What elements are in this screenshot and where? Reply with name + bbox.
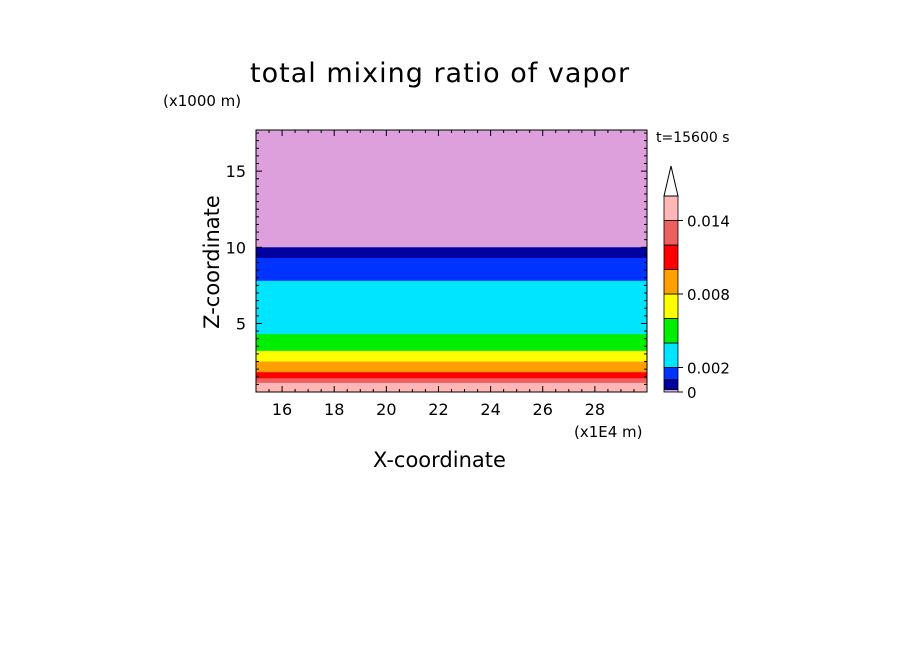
x-tick-label: 20 xyxy=(376,400,396,419)
colorbar-tick-label: 0 xyxy=(687,384,697,402)
x-tick-label: 26 xyxy=(533,400,553,419)
chart-title: total mixing ratio of vapor xyxy=(250,58,631,89)
y-unit-label: (x1000 m) xyxy=(163,92,242,110)
colorbar-segment xyxy=(663,342,679,368)
y-tick-label: 15 xyxy=(226,162,246,181)
colorbar-segment xyxy=(663,367,679,381)
colorbar-segment xyxy=(663,195,679,221)
colorbar-segment xyxy=(663,379,679,390)
colorbar-tick-label: 0.002 xyxy=(687,360,730,378)
colorbar-segment xyxy=(663,293,679,319)
x-tick-label: 24 xyxy=(480,400,500,419)
x-tick-label: 28 xyxy=(585,400,605,419)
x-unit-label: (x1E4 m) xyxy=(574,423,643,441)
y-tick-label: 5 xyxy=(236,314,246,333)
time-label: t=15600 s xyxy=(656,130,730,146)
y-tick-label: 10 xyxy=(226,238,246,257)
x-axis-label: X-coordinate xyxy=(373,448,506,472)
colorbar-tick-label: 0.014 xyxy=(687,213,730,231)
colorbar-tick-label: 0.008 xyxy=(687,286,730,304)
x-tick-label: 18 xyxy=(324,400,344,419)
contour-band xyxy=(256,382,647,392)
x-tick-label: 22 xyxy=(428,400,448,419)
colorbar-segment xyxy=(663,318,679,344)
colorbar-segment xyxy=(663,244,679,270)
colorbar-extend-arrow xyxy=(663,165,679,197)
colorbar-segment xyxy=(663,269,679,295)
x-tick-label: 16 xyxy=(272,400,292,419)
colorbar-segment xyxy=(663,220,679,246)
